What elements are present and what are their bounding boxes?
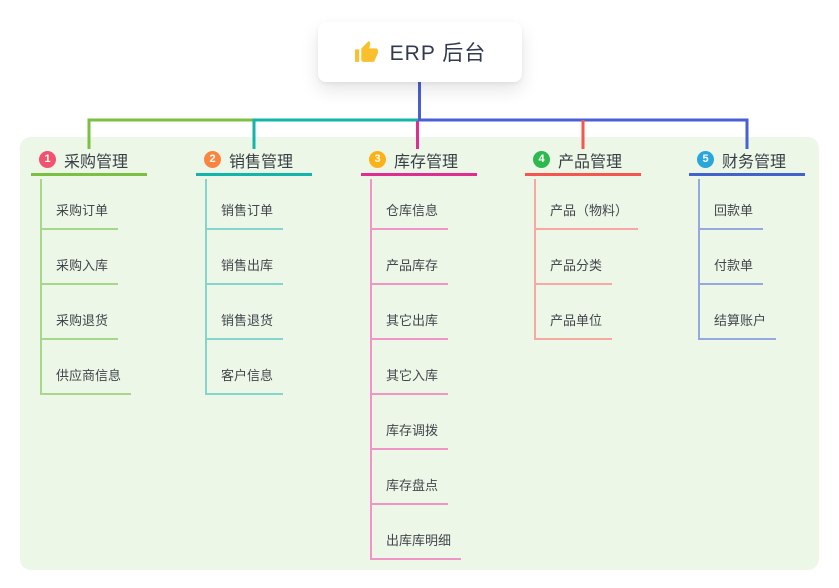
branch-1-node[interactable]: 1 采购管理 (31, 146, 147, 176)
branch-1-number-badge: 1 (39, 151, 56, 168)
item-label: 出库库明细 (370, 530, 462, 560)
item-label: 供应商信息 (40, 365, 132, 395)
item-label: 产品库存 (370, 255, 449, 285)
branch-1-items: 采购订单采购入库采购退货供应商信息 (40, 179, 132, 395)
item-label: 回款单 (698, 200, 764, 230)
item-label: 采购退货 (40, 310, 119, 340)
branch-4-number-badge: 4 (533, 151, 550, 168)
branch-5-item-1[interactable]: 回款单 (698, 179, 776, 230)
item-label: 其它入库 (370, 365, 449, 395)
branch-4-item-3[interactable]: 产品单位 (534, 285, 638, 340)
branch-5-item-3[interactable]: 结算账户 (698, 285, 777, 340)
item-label: 仓库信息 (370, 200, 449, 230)
branch-1-item-4[interactable]: 供应商信息 (40, 340, 132, 395)
branch-3-item-4[interactable]: 其它入库 (370, 340, 461, 395)
branch-2-item-4[interactable]: 客户信息 (205, 340, 284, 395)
branch-1-title-label: 采购管理 (64, 153, 129, 171)
branch-4-items: 产品（物料） 产品分类产品单位 (534, 179, 639, 340)
item-label: 产品单位 (534, 310, 613, 340)
branch-2-number-badge: 2 (204, 151, 221, 168)
item-label: 销售订单 (205, 200, 284, 230)
branch-2-items: 销售订单销售出库销售退货客户信息 (205, 179, 284, 395)
item-label: 库存盘点 (370, 475, 449, 505)
branch-1-item-3[interactable]: 采购退货 (40, 285, 131, 340)
branch-4-item-2[interactable]: 产品分类 (534, 230, 638, 285)
branch-3-item-3[interactable]: 其它出库 (370, 285, 461, 340)
branch-3-number-badge: 3 (369, 151, 386, 168)
branch-5-node[interactable]: 5 财务管理 (689, 146, 805, 176)
item-label: 结算账户 (698, 310, 777, 340)
branch-1-item-2[interactable]: 采购入库 (40, 230, 131, 285)
thumbs-up-icon (354, 40, 378, 62)
branch-4-title-label: 产品管理 (558, 153, 623, 171)
branch-5-items: 回款单付款单结算账户 (698, 179, 777, 340)
branch-4-node[interactable]: 4 产品管理 (525, 146, 641, 176)
item-label: 销售退货 (205, 310, 284, 340)
item-label: 库存调拨 (370, 420, 449, 450)
branch-3-item-1[interactable]: 仓库信息 (370, 179, 461, 230)
branch-2-item-1[interactable]: 销售订单 (205, 179, 284, 230)
branch-3-item-5[interactable]: 库存调拨 (370, 395, 461, 450)
branch-3-items: 仓库信息产品库存其它出库其它入库库存调拨库存盘点出库库明细 (370, 179, 462, 560)
item-label: 其它出库 (370, 310, 449, 340)
branch-2-node[interactable]: 2 销售管理 (196, 146, 312, 176)
item-label: 采购入库 (40, 255, 119, 285)
branch-3-node[interactable]: 3 库存管理 (361, 146, 477, 176)
item-label: 采购订单 (40, 200, 119, 230)
item-label: 产品分类 (534, 255, 613, 285)
branch-1-item-1[interactable]: 采购订单 (40, 179, 131, 230)
branch-2-item-2[interactable]: 销售出库 (205, 230, 284, 285)
branch-4-item-1[interactable]: 产品（物料） (534, 179, 639, 230)
branch-3-item-7[interactable]: 出库库明细 (370, 505, 462, 560)
item-label: 销售出库 (205, 255, 284, 285)
branch-2-item-3[interactable]: 销售退货 (205, 285, 284, 340)
root-title: ERP 后台 (389, 42, 487, 65)
branch-3-item-2[interactable]: 产品库存 (370, 230, 461, 285)
branch-5-number-badge: 5 (697, 151, 714, 168)
branch-2-title-label: 销售管理 (229, 153, 294, 171)
branch-3-item-6[interactable]: 库存盘点 (370, 450, 461, 505)
item-label: 客户信息 (205, 365, 284, 395)
branch-5-item-2[interactable]: 付款单 (698, 230, 776, 285)
item-label: 付款单 (698, 255, 764, 285)
branches-panel (20, 137, 819, 570)
branch-5-title-label: 财务管理 (722, 153, 787, 171)
root-node[interactable]: ERP 后台 (318, 22, 522, 82)
branch-3-title-label: 库存管理 (394, 153, 459, 171)
item-label: 产品（物料） (534, 200, 639, 230)
